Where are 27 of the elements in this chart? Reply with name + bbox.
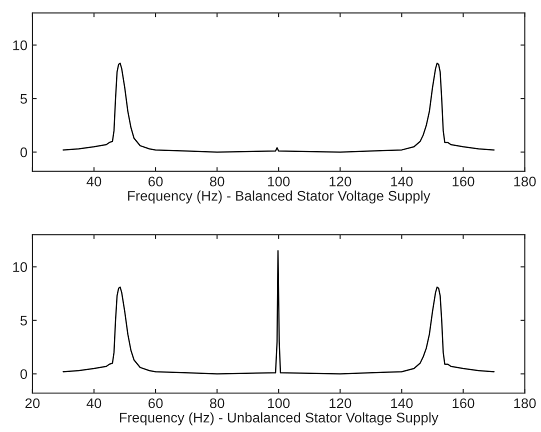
- y-tick-label: 10: [13, 262, 28, 272]
- y-tick-label: 0: [20, 147, 28, 158]
- x-tick-label: 60: [148, 398, 163, 408]
- x-axis-title: Frequency (Hz) - Balanced Stator Voltage Supply: [128, 190, 430, 204]
- x-tick-label: 100: [268, 176, 290, 186]
- x-tick-label: 180: [514, 398, 536, 408]
- x-tick-label: 140: [391, 398, 413, 408]
- y-tick-label: 0: [20, 369, 28, 380]
- y-tick-label: 10: [13, 40, 28, 50]
- y-tick-label: 5: [20, 94, 28, 104]
- x-tick-label: 60: [148, 176, 163, 186]
- x-tick-label: 180: [514, 176, 536, 186]
- y-tick-label: 5: [20, 316, 28, 326]
- x-tick-label: 160: [452, 176, 474, 186]
- line-series: [62, 62, 495, 153]
- x-tick-label: 140: [391, 176, 413, 186]
- x-tick-label: 120: [330, 398, 352, 408]
- x-tick-label: 40: [86, 398, 102, 408]
- x-tick-label: 120: [330, 176, 352, 186]
- x-tick-label: 80: [210, 176, 224, 186]
- x-tick-label: 40: [86, 176, 102, 186]
- line-series: [62, 250, 495, 374]
- x-tick-label: 160: [452, 398, 474, 408]
- x-tick-label: 80: [210, 398, 224, 408]
- x-axis-title: Frequency (Hz) - Unbalanced Stator Voltage Supply: [120, 412, 438, 426]
- x-tick-label: 20: [25, 398, 40, 408]
- x-tick-label: 100: [268, 398, 290, 408]
